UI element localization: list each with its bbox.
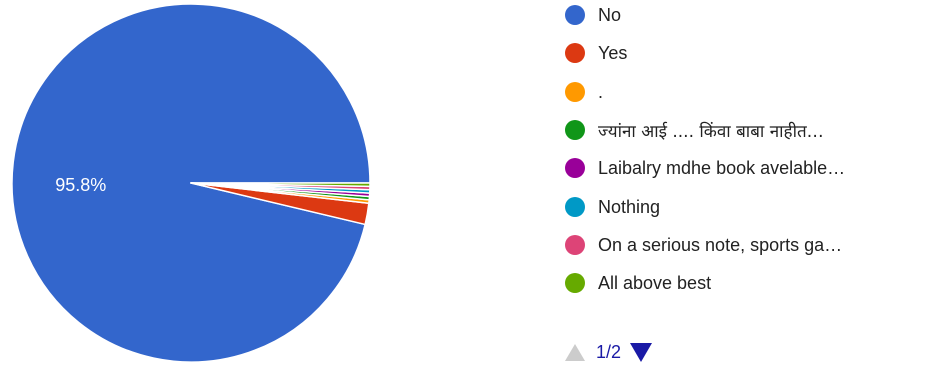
legend-swatch-icon xyxy=(565,197,585,217)
legend-swatch-icon xyxy=(565,120,585,140)
legend-label: On a serious note, sports ga… xyxy=(598,234,843,255)
legend-label: Laibalry mdhe book avelable… xyxy=(598,157,846,178)
pie-slices xyxy=(11,3,371,363)
pie-slice-7[interactable] xyxy=(190,182,371,188)
legend-item[interactable]: All above best xyxy=(565,268,711,298)
legend-label: . xyxy=(598,81,604,102)
next-page-arrow-icon[interactable] xyxy=(630,342,653,362)
pie-chart-plot: 95.8% xyxy=(11,3,371,363)
legend-pager: 1/2 xyxy=(565,339,653,365)
legend-label: Nothing xyxy=(598,196,661,217)
previous-page-arrow-icon[interactable] xyxy=(565,343,585,361)
legend: No Yes. ज्यांना आई .... किंवा बाबा नाहीत… L… xyxy=(565,0,930,300)
legend-label: ज्यांना आई .... किंवा बाबा नाहीत… xyxy=(598,121,824,142)
legend-swatch-icon xyxy=(565,235,585,255)
legend-label: Yes xyxy=(598,42,628,63)
legend-item[interactable]: Laibalry mdhe book avelable… xyxy=(565,153,845,183)
legend-swatch-icon xyxy=(565,43,585,63)
legend-page-indicator: 1/2 xyxy=(596,341,622,362)
legend-item[interactable]: Yes xyxy=(565,38,627,68)
legend-item[interactable]: ज्यांना आई .... किंवा बाबा नाहीत… xyxy=(565,115,824,145)
legend-item[interactable]: Nothing xyxy=(565,192,660,222)
legend-label: All above best xyxy=(598,272,712,293)
legend-swatch-icon xyxy=(565,273,585,293)
legend-swatch-icon xyxy=(565,5,585,25)
pie-slice-labels: 95.8% xyxy=(55,175,106,195)
legend-swatch-icon xyxy=(565,158,585,178)
legend-swatch-icon xyxy=(565,82,585,102)
legend-item[interactable]: No xyxy=(565,0,621,30)
legend-item[interactable]: . xyxy=(565,77,603,107)
legend-item[interactable]: On a serious note, sports ga… xyxy=(565,230,842,260)
legend-label: No xyxy=(598,4,622,25)
pie-slice-label-0: 95.8% xyxy=(55,175,106,195)
